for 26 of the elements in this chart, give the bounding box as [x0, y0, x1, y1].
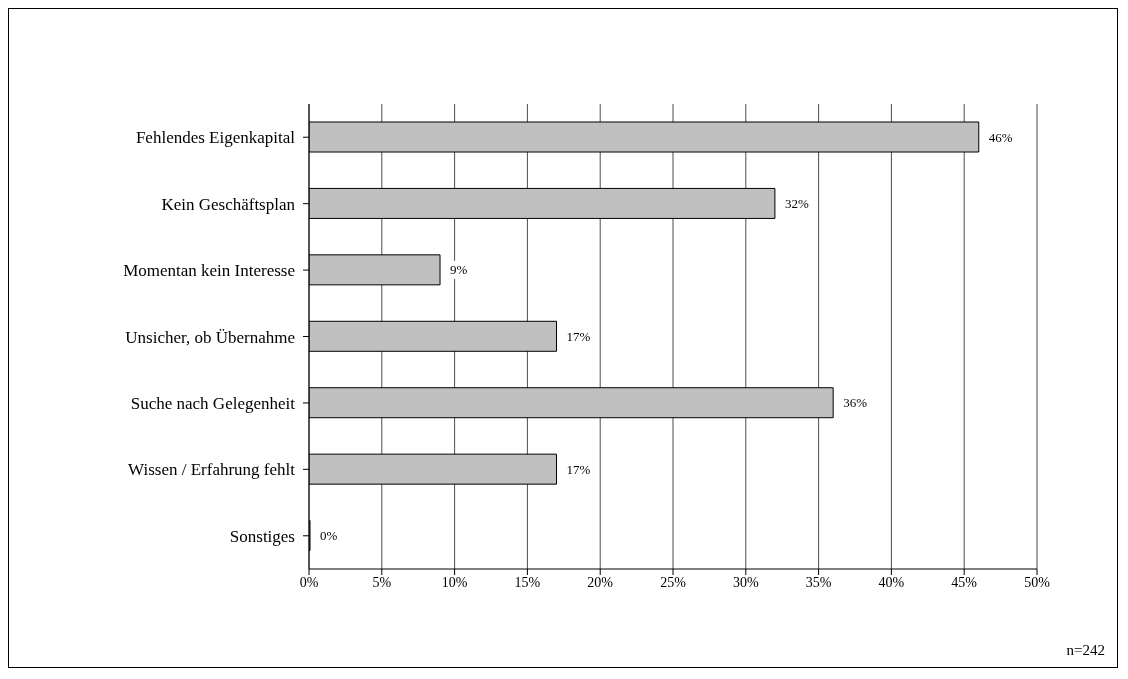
data-label: 32%: [784, 195, 809, 211]
x-tick-label: 10%: [441, 574, 468, 590]
x-tick-label: 45%: [951, 574, 978, 590]
x-tick-label: 0%: [299, 574, 319, 590]
y-tick-label: Kein Geschäftsplan: [161, 194, 296, 214]
y-tick-label: Wissen / Erfahrung fehlt: [128, 460, 296, 480]
y-tick-label: Suche nach Gelegenheit: [130, 393, 296, 413]
x-tick-label: 15%: [514, 574, 541, 590]
x-tick-label: 35%: [805, 574, 832, 590]
data-label: 17%: [566, 328, 591, 344]
data-label: 9%: [450, 262, 468, 278]
x-tick-label: 5%: [372, 574, 392, 590]
x-tick-label: 30%: [732, 574, 759, 590]
y-tick-label: Momentan kein Interesse: [123, 261, 295, 281]
data-label: 0%: [320, 528, 338, 544]
x-tick-label: 40%: [878, 574, 905, 590]
data-label: 46%: [988, 129, 1013, 145]
y-tick-label: Unsicher, ob Übernahme: [125, 327, 295, 347]
y-tick-label: Sonstiges: [229, 526, 295, 546]
x-tick-label: 25%: [660, 574, 687, 590]
data-label: 17%: [566, 461, 591, 477]
x-tick-label: 50%: [1024, 574, 1051, 590]
y-tick-label: Fehlendes Eigenkapital: [135, 128, 296, 148]
text: n=242: [1066, 642, 1105, 659]
data-label: 36%: [843, 395, 868, 411]
x-tick-label: 20%: [587, 574, 614, 590]
